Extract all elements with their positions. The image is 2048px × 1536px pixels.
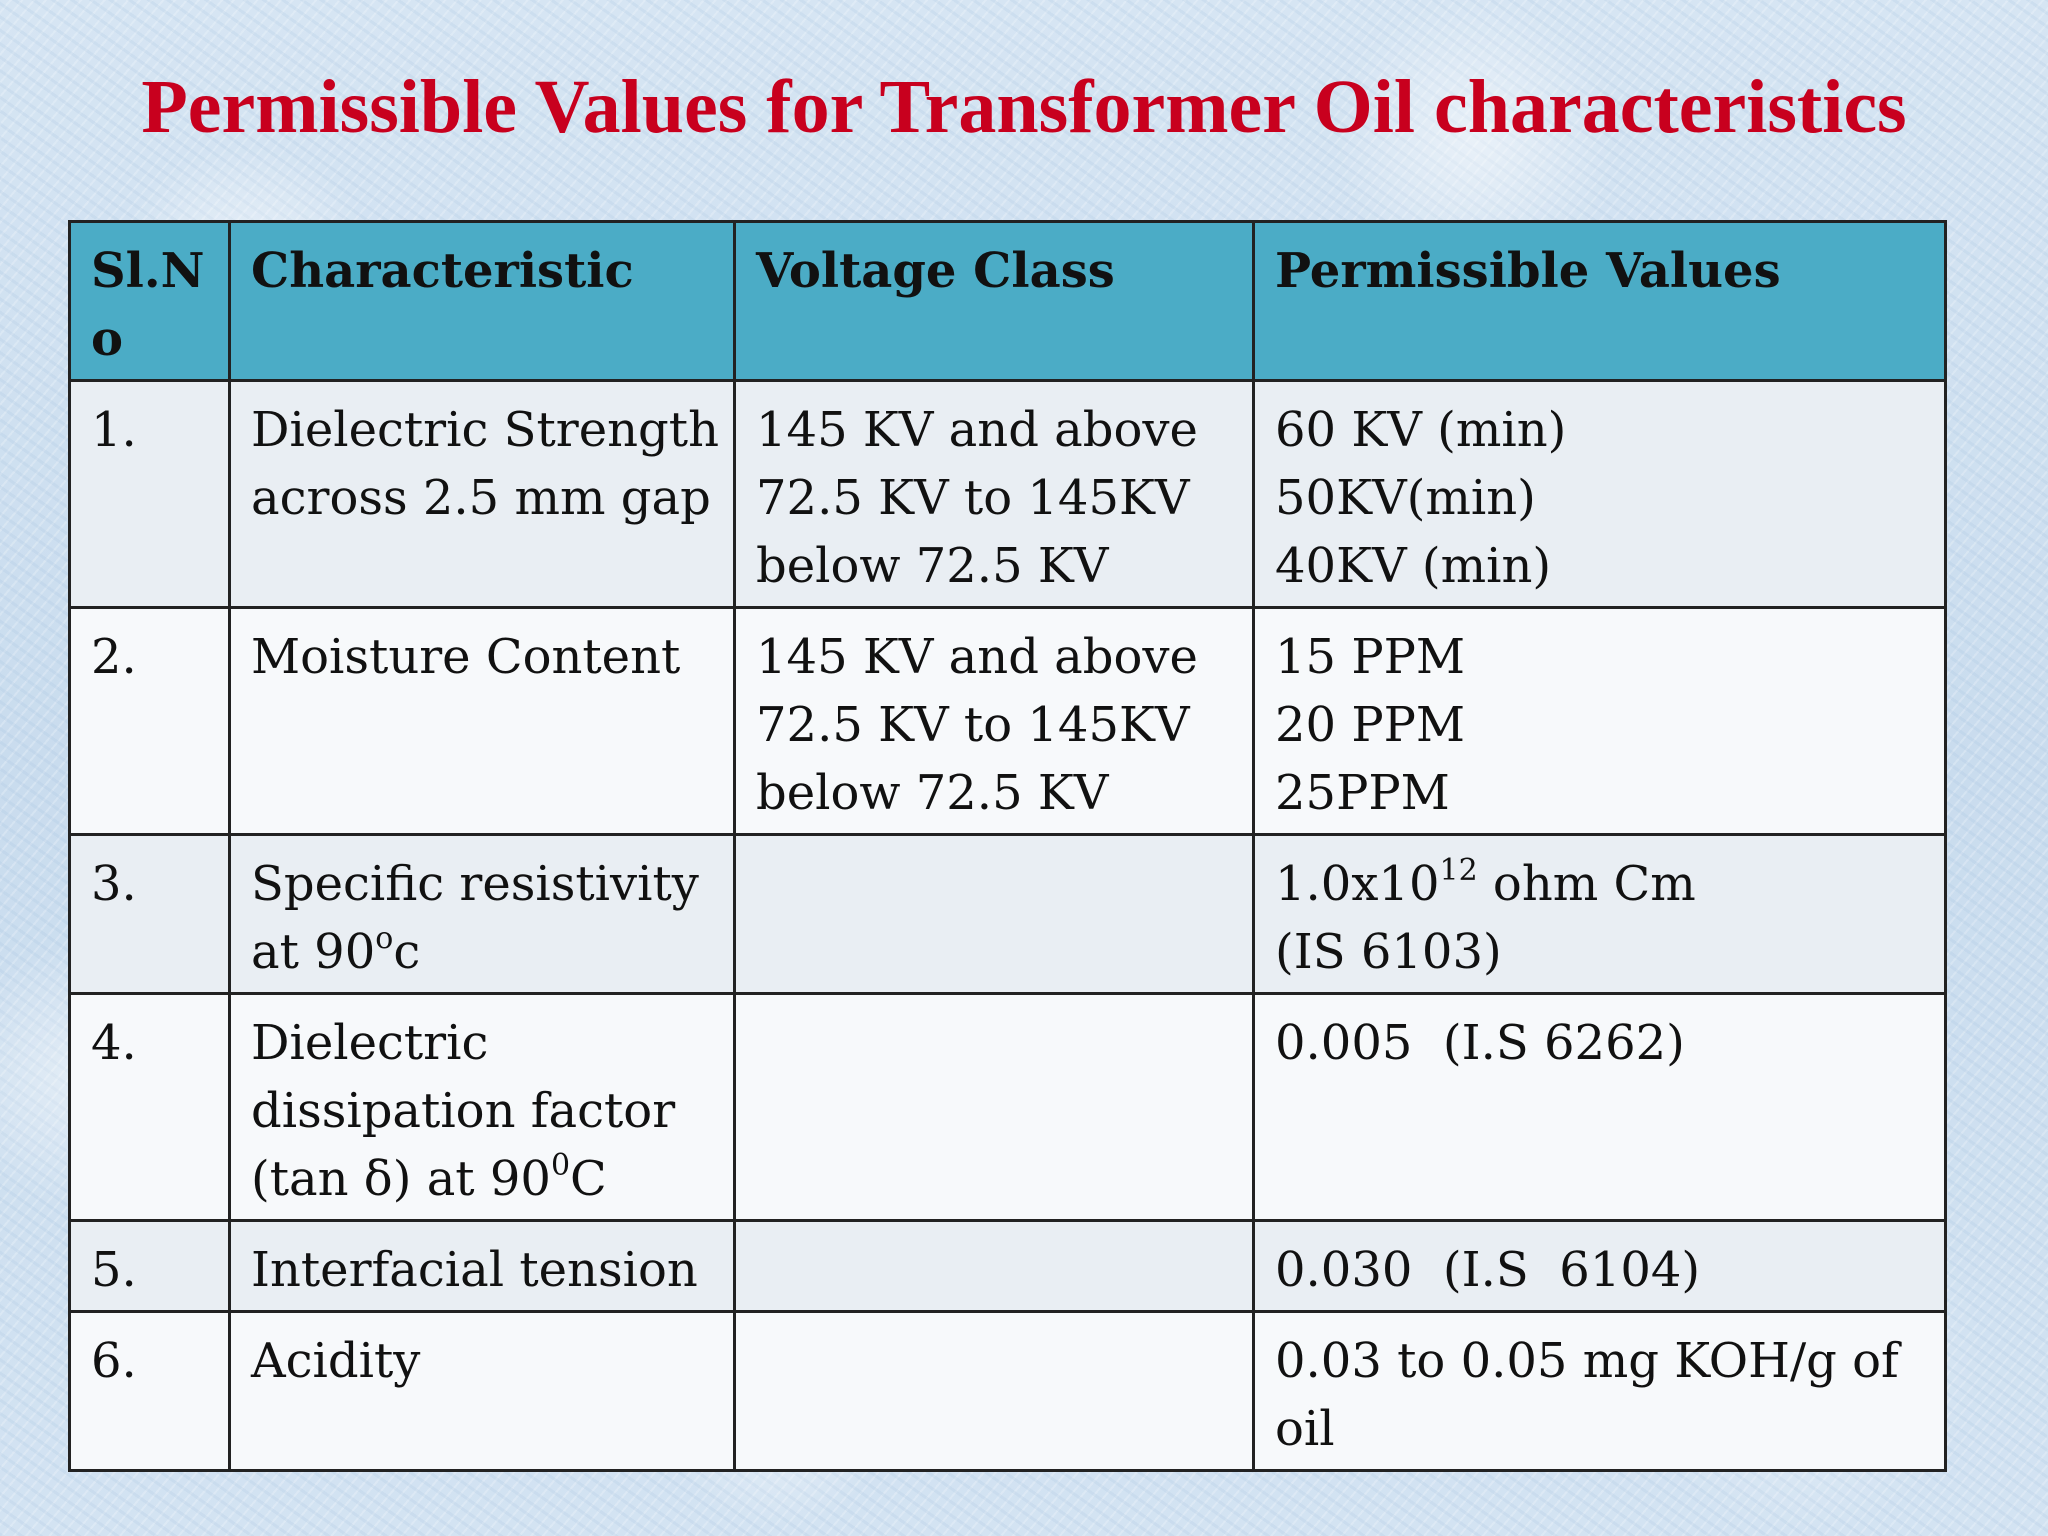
cell-line: Dielectric Strength bbox=[251, 402, 719, 458]
cell-line: at 90oc bbox=[251, 918, 713, 986]
cell-characteristic: Dielectric dissipation factor (tan δ) at… bbox=[228, 992, 736, 1222]
cell-line: 40KV (min) bbox=[1275, 538, 1552, 594]
cell-text: C bbox=[570, 1151, 607, 1207]
header-slno: Sl.No bbox=[68, 220, 231, 382]
cell-text: 1.0x10 bbox=[1275, 856, 1440, 912]
cell-line: Acidity bbox=[251, 1333, 421, 1389]
cell-slno: 2. bbox=[68, 606, 231, 836]
cell-permissible-values: 1.0x1012 ohm Cm (IS 6103) bbox=[1252, 833, 1947, 995]
superscript: 12 bbox=[1439, 853, 1478, 888]
header-characteristic: Characteristic bbox=[228, 220, 736, 382]
cell-slno: 4. bbox=[68, 992, 231, 1222]
cell-line: below 72.5 KV bbox=[756, 765, 1109, 821]
header-permissible-values: Permissible Values bbox=[1252, 220, 1947, 382]
cell-voltage-class: 145 KV and above 72.5 KV to 145KV below … bbox=[733, 606, 1255, 836]
cell-line: Dielectric bbox=[251, 1015, 489, 1071]
permissible-values-table: Sl.No Characteristic Voltage Class Permi… bbox=[68, 220, 1947, 1472]
cell-characteristic: Dielectric Strength across 2.5 mm gap bbox=[228, 379, 736, 609]
table-row: 6. Acidity 0.03 to 0.05 mg KOH/g of oil bbox=[68, 1310, 1947, 1472]
cell-permissible-values: 60 KV (min) 50KV(min) 40KV (min) bbox=[1252, 379, 1947, 609]
cell-line: 25PPM bbox=[1275, 765, 1450, 821]
cell-line: 72.5 KV to 145KV bbox=[756, 470, 1190, 526]
cell-voltage-class bbox=[733, 992, 1255, 1222]
cell-permissible-values: 15 PPM 20 PPM 25PPM bbox=[1252, 606, 1947, 836]
cell-line: 0.030 (I.S 6104) bbox=[1275, 1242, 1701, 1298]
slide-title: Permissible Values for Transformer Oil c… bbox=[141, 65, 1907, 149]
cell-line: dissipation factor bbox=[251, 1083, 676, 1139]
cell-slno: 3. bbox=[68, 833, 231, 995]
cell-text: (tan δ) at 90 bbox=[251, 1151, 551, 1207]
cell-voltage-class: 145 KV and above 72.5 KV to 145KV below … bbox=[733, 379, 1255, 609]
cell-permissible-values: 0.005 (I.S 6262) bbox=[1252, 992, 1947, 1222]
cell-line: (tan δ) at 900C bbox=[251, 1145, 713, 1213]
cell-line: 0.03 to 0.05 mg KOH/g of bbox=[1275, 1333, 1899, 1389]
cell-text: ohm Cm bbox=[1477, 856, 1696, 912]
cell-line: 72.5 KV to 145KV bbox=[756, 697, 1190, 753]
cell-slno: 1. bbox=[68, 379, 231, 609]
table-header-row: Sl.No Characteristic Voltage Class Permi… bbox=[68, 220, 1947, 382]
superscript: o bbox=[375, 921, 394, 956]
cell-line: 20 PPM bbox=[1275, 697, 1466, 753]
cell-line: Interfacial tension bbox=[251, 1242, 698, 1298]
cell-line: 145 KV and above bbox=[756, 402, 1198, 458]
table-row: 4. Dielectric dissipation factor (tan δ)… bbox=[68, 992, 1947, 1222]
cell-line: 60 KV (min) bbox=[1275, 402, 1567, 458]
header-voltage-class: Voltage Class bbox=[733, 220, 1255, 382]
cell-characteristic: Interfacial tension bbox=[228, 1219, 736, 1313]
cell-line: 15 PPM bbox=[1275, 629, 1466, 685]
cell-line: 1.0x1012 ohm Cm bbox=[1275, 850, 1924, 918]
cell-line: 145 KV and above bbox=[756, 629, 1198, 685]
cell-line: Specific resistivity bbox=[251, 856, 699, 912]
cell-line: oil bbox=[1275, 1401, 1335, 1457]
cell-voltage-class bbox=[733, 1219, 1255, 1313]
superscript: 0 bbox=[550, 1148, 571, 1183]
cell-line: 0.005 (I.S 6262) bbox=[1275, 1015, 1685, 1071]
cell-voltage-class bbox=[733, 1310, 1255, 1472]
cell-permissible-values: 0.03 to 0.05 mg KOH/g of oil bbox=[1252, 1310, 1947, 1472]
table-row: 1. Dielectric Strength across 2.5 mm gap… bbox=[68, 379, 1947, 609]
permissible-values-table-container: Sl.No Characteristic Voltage Class Permi… bbox=[68, 220, 1947, 1472]
cell-line: 50KV(min) bbox=[1275, 470, 1536, 526]
cell-line: across 2.5 mm gap bbox=[251, 470, 711, 526]
cell-line: below 72.5 KV bbox=[756, 538, 1109, 594]
cell-text: c bbox=[393, 924, 421, 980]
cell-characteristic: Moisture Content bbox=[228, 606, 736, 836]
table-row: 5. Interfacial tension 0.030 (I.S 6104) bbox=[68, 1219, 1947, 1313]
cell-characteristic: Specific resistivity at 90oc bbox=[228, 833, 736, 995]
table-row: 2. Moisture Content 145 KV and above 72.… bbox=[68, 606, 1947, 836]
cell-voltage-class bbox=[733, 833, 1255, 995]
cell-text: at 90 bbox=[251, 924, 376, 980]
cell-slno: 6. bbox=[68, 1310, 231, 1472]
cell-line: (IS 6103) bbox=[1275, 924, 1502, 980]
cell-permissible-values: 0.030 (I.S 6104) bbox=[1252, 1219, 1947, 1313]
cell-line: Moisture Content bbox=[251, 629, 681, 685]
cell-characteristic: Acidity bbox=[228, 1310, 736, 1472]
cell-slno: 5. bbox=[68, 1219, 231, 1313]
table-row: 3. Specific resistivity at 90oc 1.0x1012… bbox=[68, 833, 1947, 995]
